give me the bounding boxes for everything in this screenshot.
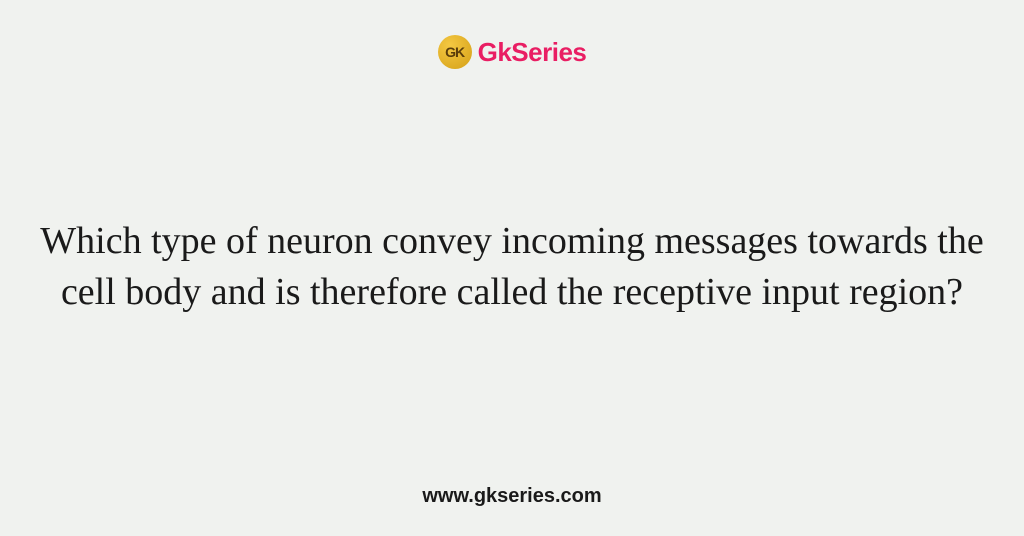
question-text: Which type of neuron convey incoming mes… — [40, 216, 984, 319]
footer-url: www.gkseries.com — [422, 485, 601, 508]
question-container: Which type of neuron convey incoming mes… — [0, 49, 1024, 485]
